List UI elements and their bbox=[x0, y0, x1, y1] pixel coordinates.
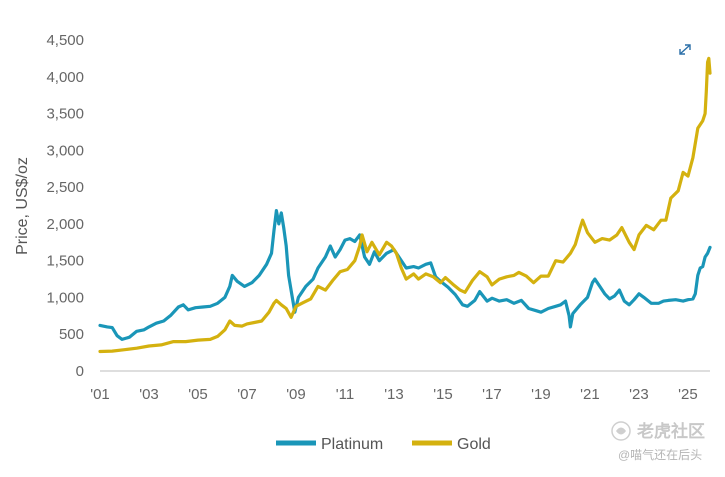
x-tick-label: '03 bbox=[139, 386, 159, 403]
y-axis-label: Price, US$/oz bbox=[14, 157, 31, 255]
x-tick-label: '23 bbox=[629, 386, 649, 403]
x-tick-label: '07 bbox=[237, 386, 257, 403]
legend-item-platinum: Platinum bbox=[276, 436, 383, 453]
y-axis-ticks: 0 500 1,000 1,500 2,000 2,500 3,000 3,500 4,000 4… bbox=[46, 32, 84, 380]
expand-icon[interactable] bbox=[674, 40, 696, 60]
tiger-logo-icon bbox=[611, 421, 631, 441]
y-tick-label: 2,500 bbox=[46, 179, 84, 196]
y-tick-label: 0 bbox=[76, 363, 84, 380]
series-line-platinum bbox=[98, 209, 712, 341]
y-tick-label: 500 bbox=[59, 326, 84, 343]
x-tick-label: '25 bbox=[678, 386, 698, 403]
x-axis-ticks: '01 '03 '05 '07 '09 '11 '13 '15 '17 '19 '21 '23 '25 bbox=[90, 386, 698, 403]
y-tick-label: 4,000 bbox=[46, 69, 84, 86]
x-tick-label: '19 bbox=[531, 386, 551, 403]
x-tick-label: '13 bbox=[384, 386, 404, 403]
y-tick-label: 3,000 bbox=[46, 142, 84, 159]
legend-label-gold: Gold bbox=[457, 436, 491, 453]
watermark-author: @喵气还在后头 bbox=[618, 447, 702, 462]
legend: Platinum Gold bbox=[276, 436, 491, 453]
x-tick-label: '01 bbox=[90, 386, 110, 403]
y-tick-label: 2,000 bbox=[46, 216, 84, 233]
x-tick-label: '11 bbox=[336, 386, 354, 403]
y-tick-label: 3,500 bbox=[46, 106, 84, 123]
series-layer bbox=[98, 56, 712, 354]
x-tick-label: '05 bbox=[188, 386, 208, 403]
legend-item-gold: Gold bbox=[412, 436, 491, 453]
legend-label-platinum: Platinum bbox=[321, 436, 383, 453]
x-tick-label: '17 bbox=[482, 386, 502, 403]
y-tick-label: 1,500 bbox=[46, 253, 84, 270]
x-tick-label: '15 bbox=[433, 386, 453, 403]
y-tick-label: 4,500 bbox=[46, 32, 84, 49]
watermark-brand: 老虎社区 bbox=[636, 421, 705, 441]
watermark: 老虎社区 @喵气还在后头 bbox=[611, 421, 705, 462]
x-tick-label: '21 bbox=[580, 386, 600, 403]
y-tick-label: 1,000 bbox=[46, 289, 84, 306]
series-line-gold bbox=[98, 56, 712, 354]
x-tick-label: '09 bbox=[286, 386, 306, 403]
